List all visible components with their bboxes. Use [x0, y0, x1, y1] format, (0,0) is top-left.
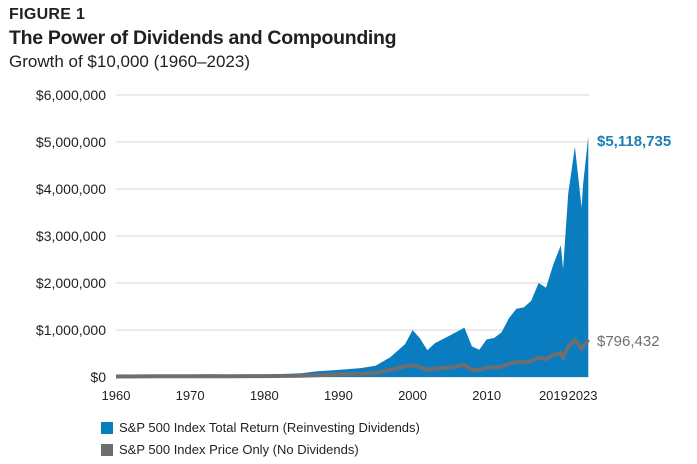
x-tick-label: 2000 [398, 388, 427, 403]
legend-swatch-total-return [101, 421, 113, 434]
series-layer [115, 136, 590, 379]
y-tick-label: $6,000,000 [36, 87, 106, 103]
x-axis-ticks: 1960 1970 1980 1990 2000 2010 2019 2023 [102, 388, 598, 403]
end-labels: $5,118,735 $796,432 [597, 133, 671, 350]
x-tick-label: 2023 [569, 388, 598, 403]
chart-subtitle: Growth of $10,000 (1960–2023) [9, 52, 251, 71]
x-tick-label: 2019 [539, 388, 568, 403]
legend-label-price-only: S&P 500 Index Price Only (No Dividends) [119, 442, 359, 457]
y-tick-label: $4,000,000 [36, 181, 106, 197]
y-tick-label: $1,000,000 [36, 322, 106, 338]
x-tick-label: 1990 [324, 388, 353, 403]
y-tick-label: $2,000,000 [36, 275, 106, 291]
figure-label: FIGURE 1 [9, 6, 86, 23]
x-tick-label: 1980 [250, 388, 279, 403]
x-tick-label: 1960 [102, 388, 131, 403]
y-tick-label: $5,000,000 [36, 134, 106, 150]
x-tick-label: 1970 [176, 388, 205, 403]
end-label-price-only: $796,432 [597, 333, 660, 350]
chart-title: The Power of Dividends and Compounding [9, 27, 397, 49]
legend-swatch-price-only [101, 443, 113, 456]
legend-item-price-only: S&P 500 Index Price Only (No Dividends) [101, 442, 359, 457]
y-axis-ticks: $0 $1,000,000 $2,000,000 $3,000,000 $4,000,0… [36, 87, 106, 385]
legend-item-total-return: S&P 500 Index Total Return (Reinvesting … [101, 420, 420, 435]
series-total-return-area [116, 136, 589, 377]
series-price-only-line [115, 337, 590, 379]
y-tick-label: $3,000,000 [36, 228, 106, 244]
legend-label-total-return: S&P 500 Index Total Return (Reinvesting … [119, 420, 420, 435]
x-tick-label: 2010 [472, 388, 501, 403]
end-label-total-return: $5,118,735 [597, 133, 671, 150]
y-tick-label: $0 [90, 369, 106, 385]
